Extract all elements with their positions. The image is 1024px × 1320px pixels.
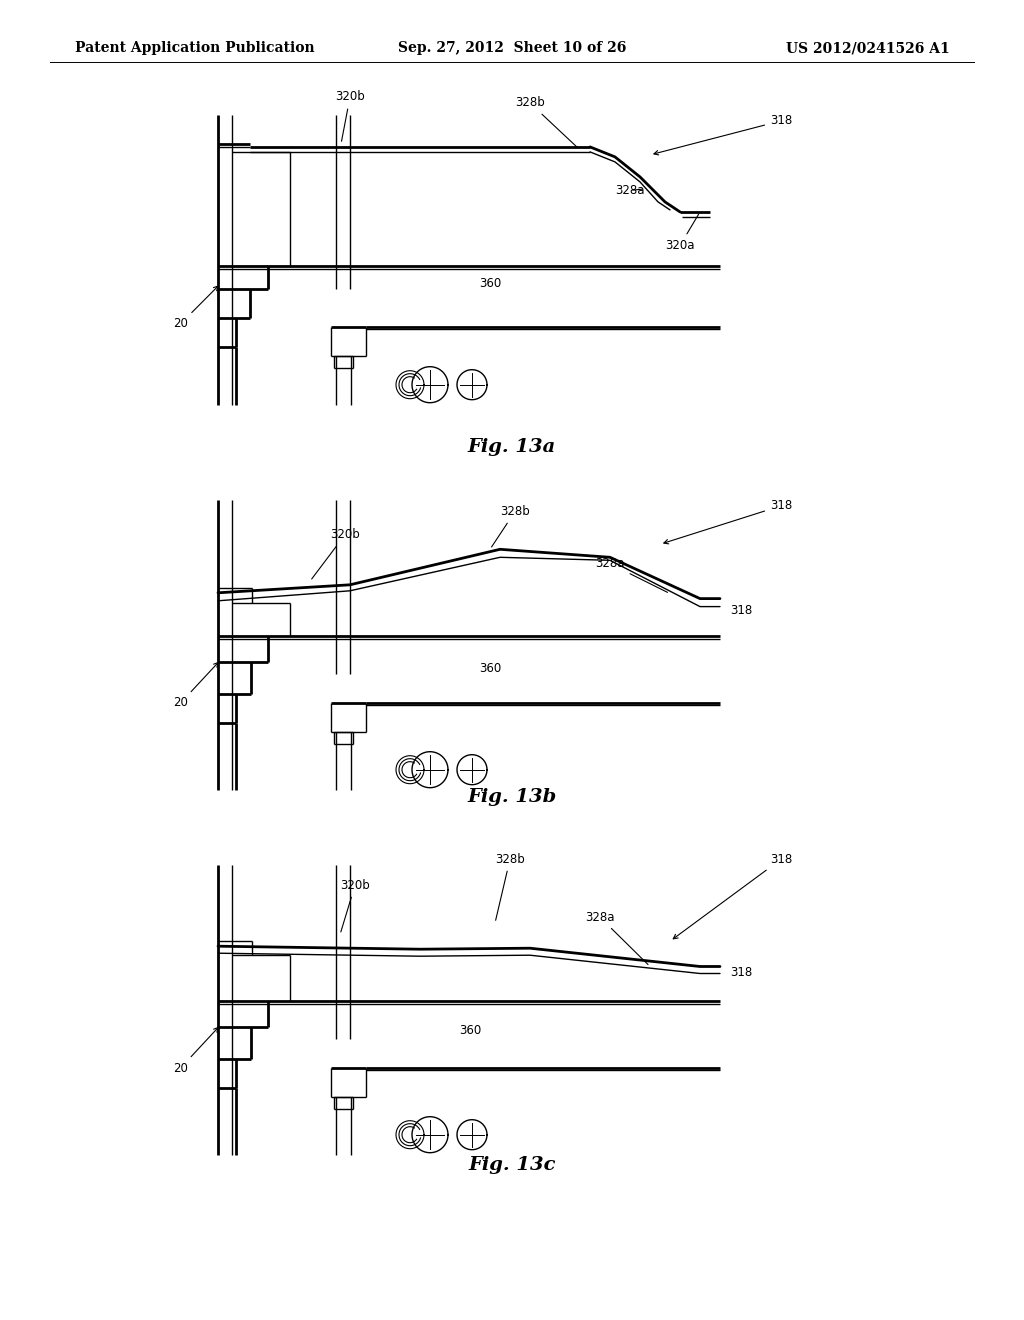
Text: 360: 360 [459,1024,481,1036]
Text: 318: 318 [654,115,793,154]
Text: 20: 20 [173,286,218,330]
Text: 318: 318 [673,853,793,939]
Text: 328b: 328b [492,506,529,546]
Text: 328a: 328a [586,911,648,965]
Text: 328a: 328a [615,183,645,197]
Text: US 2012/0241526 A1: US 2012/0241526 A1 [786,41,950,55]
Text: 320b: 320b [335,91,365,141]
Text: 360: 360 [479,277,501,289]
Text: 20: 20 [173,1027,218,1074]
Text: Fig. 13b: Fig. 13b [467,788,557,807]
Text: Sep. 27, 2012  Sheet 10 of 26: Sep. 27, 2012 Sheet 10 of 26 [397,41,627,55]
Text: 328b: 328b [496,853,525,920]
Text: 320b: 320b [311,528,359,579]
Text: 328b: 328b [515,96,578,148]
Text: Fig. 13a: Fig. 13a [468,438,556,455]
Text: 320b: 320b [340,879,370,932]
Text: 318: 318 [730,966,753,979]
Text: Patent Application Publication: Patent Application Publication [75,41,314,55]
Text: 360: 360 [479,661,501,675]
Text: 318: 318 [730,603,753,616]
Text: 318: 318 [664,499,793,544]
Text: Fig. 13c: Fig. 13c [468,1156,556,1173]
Text: 320a: 320a [666,214,698,252]
Text: 328a: 328a [595,557,668,593]
Text: 20: 20 [173,663,218,710]
